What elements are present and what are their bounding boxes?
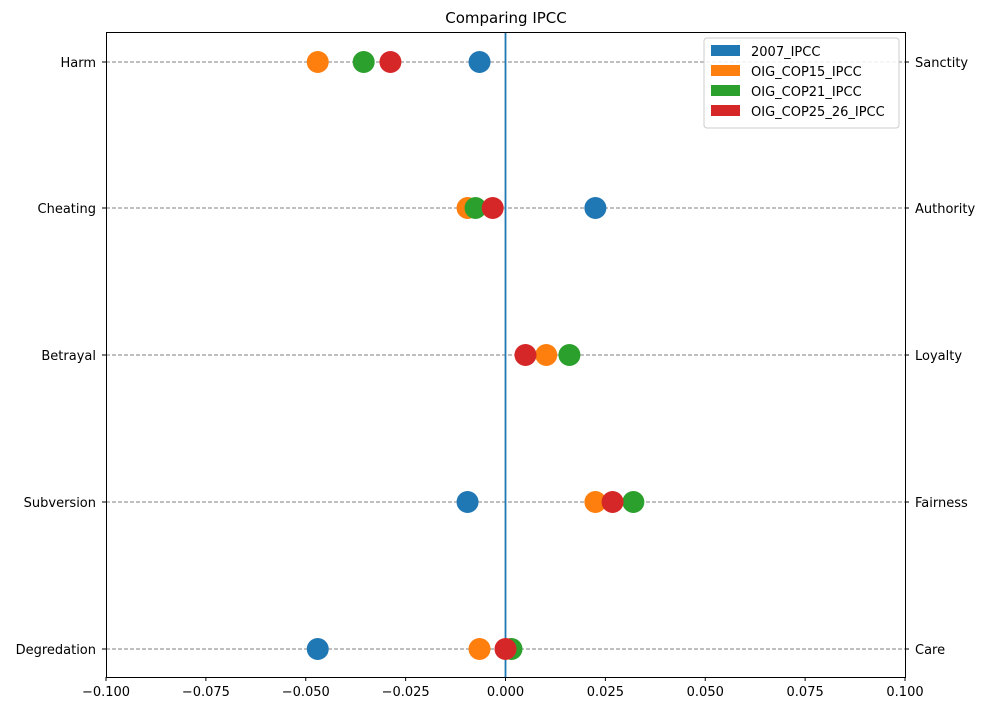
- point-OIG_COP21_IPCC-Betrayal: [558, 344, 581, 366]
- point-OIG_COP15_IPCC-Betrayal: [535, 344, 558, 366]
- legend-swatch-2007_IPCC: [711, 45, 740, 56]
- y-axis-left: Harm Cheating Betrayal Subversion Degredatio…: [16, 56, 106, 658]
- legend-label-OIG_COP25_26_IPCC: OIG_COP25_26_IPCC: [751, 105, 885, 120]
- point-2007_IPCC-Degredation: [306, 638, 329, 660]
- x-tick-label: 0.000: [487, 685, 524, 700]
- x-tick-label: 0.025: [587, 685, 624, 700]
- point-2007_IPCC-Cheating: [584, 197, 607, 219]
- y-left-tick-label: Degredation: [16, 643, 96, 658]
- legend: 2007_IPCC OIG_COP15_IPCC OIG_COP21_IPCC OIG…: [703, 37, 900, 129]
- point-OIG_COP15_IPCC-Degredation: [468, 638, 491, 660]
- y-left-tick-label: Harm: [60, 56, 96, 71]
- y-right-tick-label: Care: [915, 643, 945, 658]
- y-axis-right: Sanctity Authority Loyalty Fairness Care: [905, 56, 975, 658]
- x-tick-label: 0.100: [886, 685, 923, 700]
- y-left-tick-label: Subversion: [24, 496, 96, 511]
- y-left-tick-label: Cheating: [38, 202, 96, 217]
- point-OIG_COP25_26_IPCC-Subversion: [601, 491, 624, 513]
- point-OIG_COP15_IPCC-Harm: [306, 51, 329, 73]
- x-tick-label: −0.075: [182, 685, 230, 700]
- x-tick-label: −0.050: [282, 685, 330, 700]
- point-OIG_COP25_26_IPCC-Harm: [379, 51, 402, 73]
- point-OIG_COP15_IPCC-Subversion: [584, 491, 607, 513]
- legend-swatch-OIG_COP21_IPCC: [711, 85, 740, 96]
- point-OIG_COP25_26_IPCC-Degredation: [494, 638, 517, 660]
- y-left-tick-label: Betrayal: [41, 349, 96, 364]
- data-points: [306, 51, 645, 660]
- chart-title: Comparing IPCC: [445, 9, 567, 27]
- legend-label-2007_IPCC: 2007_IPCC: [751, 45, 820, 60]
- x-tick-label: 0.075: [787, 685, 824, 700]
- legend-box: [703, 37, 900, 129]
- x-tick-label: −0.100: [82, 685, 130, 700]
- x-tick-label: 0.050: [687, 685, 724, 700]
- point-2007_IPCC-Harm: [468, 51, 491, 73]
- legend-label-OIG_COP15_IPCC: OIG_COP15_IPCC: [751, 65, 862, 80]
- point-OIG_COP21_IPCC-Harm: [352, 51, 375, 73]
- x-tick-label: −0.025: [382, 685, 430, 700]
- y-right-tick-label: Loyalty: [915, 349, 962, 364]
- point-OIG_COP21_IPCC-Subversion: [622, 491, 645, 513]
- y-right-tick-label: Fairness: [915, 496, 968, 511]
- point-OIG_COP21_IPCC-Cheating: [464, 197, 487, 219]
- point-OIG_COP25_26_IPCC-Cheating: [481, 197, 504, 219]
- point-2007_IPCC-Subversion: [456, 491, 479, 513]
- y-right-tick-label: Authority: [915, 202, 975, 217]
- legend-label-OIG_COP21_IPCC: OIG_COP21_IPCC: [751, 85, 862, 100]
- legend-swatch-OIG_COP25_26_IPCC: [711, 105, 740, 116]
- point-OIG_COP25_26_IPCC-Betrayal: [514, 344, 537, 366]
- x-axis: −0.100 −0.075 −0.050 −0.025 0.000 0.025 0.050 0…: [82, 677, 924, 700]
- y-right-tick-label: Sanctity: [915, 56, 968, 71]
- legend-swatch-OIG_COP15_IPCC: [711, 65, 740, 76]
